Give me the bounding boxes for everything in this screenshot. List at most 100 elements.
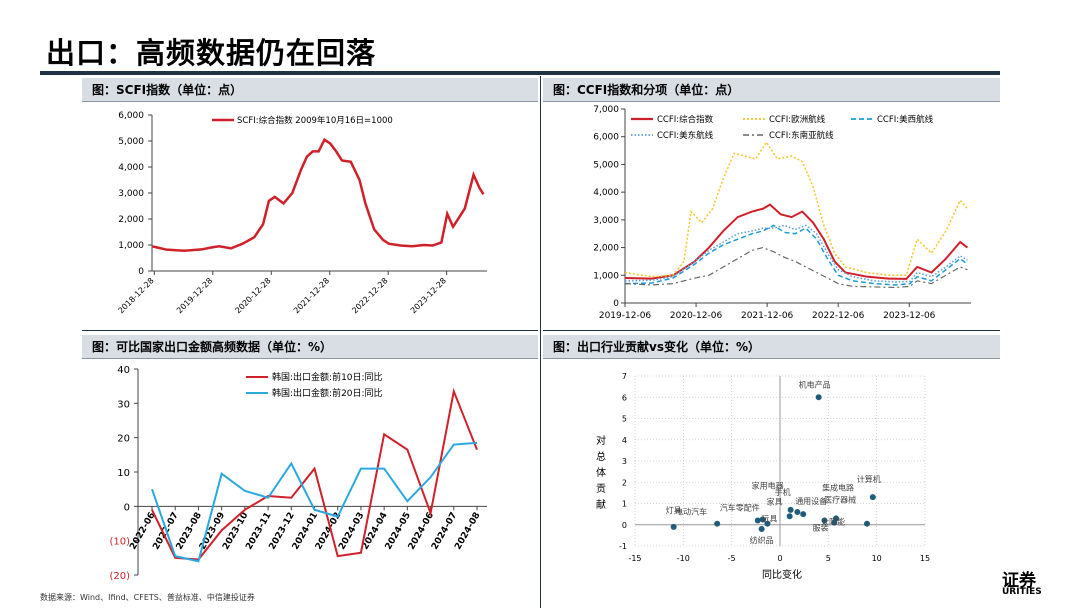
legend-label: CCFI:综合指数 [657, 114, 714, 125]
y-tick-label: 6,000 [593, 133, 619, 143]
x-tick-label: 5 [826, 554, 831, 563]
scatter-point [759, 516, 766, 523]
y-tick-label: 4,000 [118, 163, 144, 173]
point-label: 汽车零配件 [720, 503, 760, 513]
scatter-point [714, 520, 721, 527]
horizontal-divider-right [543, 330, 1000, 331]
y-tick-label: 3 [622, 457, 627, 466]
point-label: 纺织品 [750, 535, 774, 545]
korea-export-chart: (20)(10)0102030402022-062022-072023-0820… [109, 365, 487, 582]
point-label: 机电产品 [799, 379, 831, 389]
panel-1-header: 图：SCFI指数（单位：点） [82, 78, 538, 102]
legend-label: 韩国:出口金额:前10日:同比 [272, 371, 383, 383]
y-axis-label-char: 贡 [596, 483, 606, 495]
panel-4-header: 图：出口行业贡献vs变化（单位：%） [543, 335, 1000, 359]
y-tick-label: 10 [117, 468, 130, 479]
x-tick-label: 2018-12-28 [117, 276, 156, 315]
legend-label: CCFI:东南亚航线 [769, 130, 834, 141]
korea-10day-yoy-line [151, 387, 478, 561]
x-tick-label: 2022-12-06 [812, 311, 865, 321]
y-tick-label: 0 [613, 299, 619, 309]
point-label: 电动汽车 [675, 507, 707, 517]
y-tick-label: 4 [622, 436, 627, 445]
x-tick-label: 2019-12-28 [175, 276, 214, 315]
y-tick-label: 40 [117, 365, 130, 376]
ccfi-us-east-line [624, 224, 968, 283]
y-tick-label: 30 [117, 399, 130, 410]
y-tick-label: (20) [109, 571, 130, 582]
x-axis-label: 同比变化 [762, 568, 802, 581]
point-label: 医疗器械 [824, 495, 856, 505]
x-tick-label: 2023-12-28 [409, 276, 448, 315]
y-tick-label: 0 [622, 521, 627, 530]
y-tick-label: 2 [622, 478, 627, 487]
ccfi-composite-line [624, 203, 969, 280]
x-tick-label: 0 [777, 554, 782, 563]
point-label: 计算机 [857, 474, 881, 484]
x-tick-label: 2023-12-06 [883, 311, 936, 321]
horizontal-divider-left [82, 330, 538, 331]
y-axis-label-char: 献 [596, 498, 606, 511]
y-tick-label: 5,000 [593, 160, 619, 170]
x-tick-label: -15 [628, 554, 641, 563]
y-axis-label-char: 对 [596, 434, 606, 447]
legend-label: CCFI:欧洲航线 [769, 114, 826, 125]
scatter-point [800, 511, 807, 518]
y-tick-label: 2,000 [118, 215, 144, 225]
y-tick-label: 0 [138, 267, 144, 277]
x-tick-label: 2019-12-06 [599, 311, 652, 321]
vertical-divider [540, 76, 541, 608]
y-tick-label: 4,000 [593, 188, 619, 198]
point-label: 家具 [767, 496, 783, 506]
scatter-point [787, 506, 794, 513]
y-tick-label: 7 [622, 372, 627, 381]
scatter-point [815, 394, 822, 401]
corner-logo-subtext: URITIES [1002, 587, 1042, 597]
x-tick-label: -5 [728, 554, 736, 563]
ccfi-chart: 0 1,000 2,000 3,000 4,000 5,000 6,000 7,000 2019… [593, 105, 971, 321]
scatter-point [821, 517, 828, 524]
y-tick-label: 2,000 [593, 244, 619, 254]
page-title: 出口：高频数据仍在回落 [46, 36, 377, 70]
x-tick-label: 2021-12-28 [292, 276, 331, 315]
y-tick-label: (10) [109, 537, 130, 548]
scatter-point [764, 520, 771, 527]
scatter-point [869, 494, 876, 501]
y-tick-label: 20 [117, 434, 130, 445]
point-label: 服装 [812, 523, 828, 533]
point-label: 通用设备 [795, 496, 827, 506]
scatter-point [670, 523, 677, 530]
legend-label: 韩国:出口金额:前20日:同比 [272, 387, 383, 399]
y-tick-label: 1,000 [593, 271, 619, 281]
scatter-point [758, 526, 765, 532]
point-label: 集成电路 [822, 482, 854, 492]
scatter-point [754, 517, 761, 524]
x-tick-label: 15 [920, 554, 930, 563]
x-tick-label: 2022-12-28 [350, 276, 389, 315]
legend-label: CCFI:美西航线 [877, 114, 934, 125]
scatter-point [864, 520, 870, 527]
x-tick-label: 2020-12-06 [670, 311, 723, 321]
point-label: 太阳能 [821, 517, 845, 527]
panel-2-header: 图：CCFI指数和分项（单位：点） [543, 78, 1000, 102]
y-tick-label: 3,000 [118, 189, 144, 199]
y-tick-label: 5 [622, 415, 627, 424]
x-tick-label: 2020-12-28 [233, 276, 272, 315]
y-tick-label: 7,000 [593, 105, 619, 115]
ccfi-southeast-asia-line [624, 246, 968, 289]
source-note: 数据来源：Wind、Ifind、CFETS、普益标准、中信建投证券 [40, 593, 255, 602]
point-label: 灯具 [666, 505, 682, 515]
y-axis-label-char: 体 [596, 467, 606, 479]
y-tick-label: 1,000 [118, 241, 144, 251]
panel-3-header: 图：可比国家出口金额高频数据（单位：%） [82, 335, 538, 359]
legend-label: SCFI:综合指数 2009年10月16日=1000 [237, 115, 393, 126]
point-label: 家用电器 [752, 480, 784, 490]
x-tick-label: 10 [872, 554, 882, 563]
y-tick-label: 6 [622, 393, 627, 402]
korea-20day-yoy-line [151, 441, 478, 563]
scfi-chart: 0 1,000 2,000 3,000 4,000 5,000 6,000 2018-12-2… [117, 111, 487, 315]
y-tick-label: 1 [622, 500, 627, 509]
y-tick-label: 0 [124, 502, 130, 513]
scatter-point [794, 509, 801, 515]
